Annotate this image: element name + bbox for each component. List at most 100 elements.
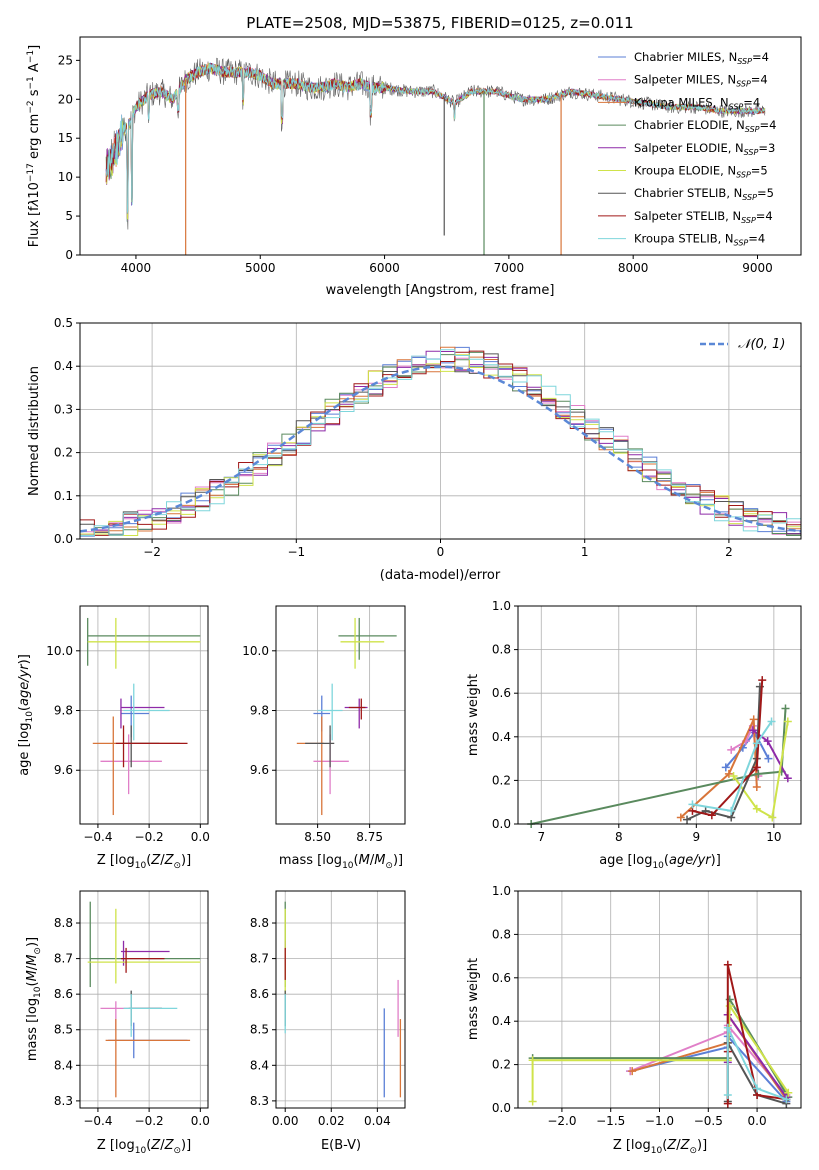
mass-vs-ebv-grid (276, 891, 405, 1108)
weight-marker-kroupa-elodie (528, 1097, 537, 1106)
age-vs-mass-frame (275, 605, 406, 825)
age-vs-metallicity-xlabel: Z [log10(Z/Z⊙)] (97, 853, 191, 871)
y-tick-label: 20 (58, 92, 73, 106)
legend-prefix: Kroupa MILES, N (634, 95, 729, 109)
weight-marker-salpeter-stelib (723, 960, 732, 969)
weight-vs-age-panel: 7 8 9 10 0.0 0.2 0.4 0.6 0.8 1.0 age [log10(age/y… (466, 599, 802, 871)
y-tick-label: 8.3 (54, 1094, 73, 1108)
legend-label-salpeter-stelib: Salpeter STELIB, NSSP=4 (634, 209, 773, 225)
weight-marker-chabrier-elodie (754, 769, 763, 778)
legend-prefix: Chabrier ELODIE, N (634, 118, 745, 132)
x-tick-label: 8.75 (356, 830, 383, 844)
legend-nssp: =4 (748, 232, 765, 246)
spectrum-frame (79, 36, 802, 256)
legend-subscript: SSP (744, 148, 759, 157)
y-tick-label: 0.2 (54, 446, 73, 460)
x-tick-label: −0.2 (135, 830, 164, 844)
legend-label-salpeter-elodie: Salpeter ELODIE, NSSP=3 (634, 141, 775, 157)
weight-marker-kroupa-miles (724, 769, 733, 778)
x-tick-label: 8000 (618, 261, 649, 275)
weight-line-chabrier-miles (725, 730, 770, 768)
weight-marker-kroupa-stelib (752, 739, 761, 748)
y-tick-label: 0.4 (54, 359, 73, 373)
weight-marker-salpeter-stelib (752, 763, 761, 772)
mass-vs-metallicity-ylabel: mass [log10(M/M⊙)] (25, 937, 43, 1061)
legend-subscript: SSP (741, 216, 756, 225)
x-tick-label: 0.00 (272, 1114, 299, 1128)
x-tick-label: −0.4 (83, 1114, 112, 1128)
spectrum-line-salpeter-stelib (105, 63, 766, 214)
y-tick-label: 0.5 (54, 316, 73, 330)
age-vs-mass-ticks: 8.50 8.75 9.6 9.8 10.0 (242, 644, 383, 844)
legend-prefix: Chabrier MILES, N (634, 50, 737, 64)
y-tick-label: 10.0 (46, 644, 73, 658)
x-tick-label: 1 (581, 545, 589, 559)
legend-label-chabrier-stelib: Chabrier STELIB, NSSP=5 (634, 186, 774, 202)
y-tick-label: 0.0 (54, 532, 73, 546)
legend-subscript: SSP (736, 80, 751, 89)
legend-nssp: =4 (752, 50, 769, 64)
y-tick-label: 0.2 (492, 1058, 511, 1072)
y-tick-label: 15 (58, 131, 73, 145)
spectrum-ticks: 4000 5000 6000 7000 8000 9000 0 5 10 15 20 25 (58, 53, 773, 275)
weight-vs-metallicity-xlabel: Z [log10(Z/Z⊙)] (613, 1138, 707, 1156)
age-vs-metallicity-ticks: −0.4 −0.2 0.0 9.6 9.8 10.0 (46, 644, 210, 844)
y-tick-label: 0.8 (492, 643, 511, 657)
x-tick-label: 10 (766, 830, 781, 844)
x-tick-label: −2 (143, 545, 161, 559)
legend-nssp: =5 (757, 186, 774, 200)
weight-marker-salpeter-stelib (707, 811, 716, 820)
weight-vs-age-frame (517, 605, 802, 825)
weight-marker-kroupa-elodie (768, 813, 777, 822)
mass-vs-ebv-ticks: 0.00 0.02 0.04 8.3 8.4 8.5 8.6 8.7 8.8 (250, 916, 391, 1128)
legend-nssp: =3 (758, 141, 775, 155)
histogram-kroupa-elodie (80, 354, 801, 536)
y-tick-label: 8.7 (250, 952, 269, 966)
weight-vs-age-xlabel: age [log10(age/yr)] (599, 853, 721, 871)
weight-marker-kroupa-stelib (782, 1095, 791, 1104)
x-tick-label: 9 (693, 830, 701, 844)
y-tick-label: 0.3 (54, 402, 73, 416)
weight-marker-kroupa-miles (676, 813, 685, 822)
residuals-legend: 𝒩(0, 1) (700, 337, 785, 352)
weight-line-kroupa-elodie (531, 1002, 790, 1102)
legend-nssp: =4 (743, 95, 760, 109)
age-vs-metallicity-ylabel: age [log10(age/yr)] (17, 654, 35, 776)
weight-vs-metallicity-plot-area (528, 960, 793, 1108)
weight-marker-salpeter-miles (727, 745, 736, 754)
y-tick-label: 9.6 (250, 763, 269, 777)
mass-vs-metallicity-grid (80, 891, 208, 1108)
mass-vs-ebv-panel: 0.00 0.02 0.04 8.3 8.4 8.5 8.6 8.7 8.8 E(B-V) (250, 890, 406, 1153)
weight-marker-chabrier-miles (721, 763, 730, 772)
y-tick-label: 9.8 (54, 704, 73, 718)
x-tick-label: 8 (615, 830, 623, 844)
x-tick-label: −1 (287, 545, 305, 559)
weight-vs-metallicity-ticks: −2.0 −1.5 −1.0 −0.5 0.0 0.0 0.2 0.4 0.6 0.8 1.0 (492, 884, 767, 1128)
x-tick-label: 0.04 (364, 1114, 391, 1128)
y-tick-label: 8.7 (54, 952, 73, 966)
y-tick-label: 9.6 (54, 763, 73, 777)
y-tick-label: 8.3 (250, 1094, 269, 1108)
weight-marker-salpeter-elodie (783, 774, 792, 783)
weight-vs-age-ticks: 7 8 9 10 0.0 0.2 0.4 0.6 0.8 1.0 (492, 599, 782, 844)
spectrum-panel: PLATE=2508, MJD=53875, FIBERID=0125, z=0… (26, 14, 802, 298)
legend-subscript: SSP (729, 102, 744, 111)
legend-nssp: =4 (751, 73, 768, 87)
legend-subscript: SSP (737, 57, 752, 66)
legend-label-kroupa-miles: Kroupa MILES, NSSP=4 (634, 95, 760, 111)
legend-subscript: SSP (736, 171, 751, 180)
spectrum-ylabel: Flux [fλ10−17 erg cm−2 s−1 A−1] (26, 45, 42, 247)
y-tick-label: 0.0 (492, 1101, 511, 1115)
weight-vs-age-ylabel: mass weight (466, 674, 481, 756)
legend-nssp: =4 (760, 118, 777, 132)
x-tick-label: −0.2 (135, 1114, 164, 1128)
x-tick-label: −0.4 (83, 830, 112, 844)
y-tick-label: 8.5 (54, 1023, 73, 1037)
weight-marker-kroupa-miles (628, 1067, 637, 1076)
y-tick-label: 0.8 (492, 927, 511, 941)
x-tick-label: 0.0 (191, 1114, 210, 1128)
x-tick-label: 7000 (494, 261, 525, 275)
y-tick-label: 8.4 (54, 1058, 73, 1072)
x-tick-label: 6000 (369, 261, 400, 275)
residuals-ylabel: Normed distribution (27, 366, 42, 496)
